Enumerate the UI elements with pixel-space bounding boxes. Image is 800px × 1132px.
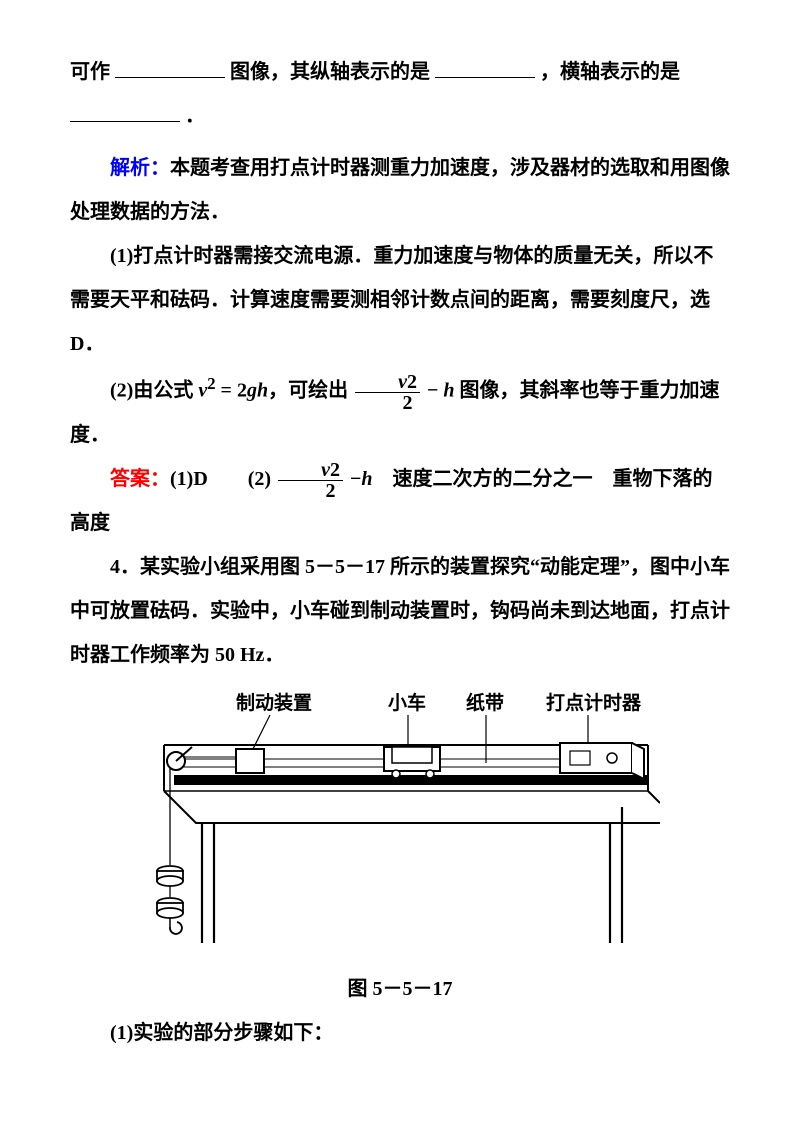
eq-eq: = 2 <box>216 380 247 402</box>
frac-num-v: v <box>398 371 407 393</box>
analysis-p1: 解析：本题考查用打点计时器测重力加速度，涉及器材的选取和用图像处理数据的方法． <box>70 146 730 234</box>
ans-h: h <box>361 468 372 490</box>
blank-2 <box>435 59 535 78</box>
eq-h: h <box>257 380 268 402</box>
eq-h2: h <box>443 380 454 402</box>
cart <box>384 747 440 778</box>
ans-text1: 速度二次方的二分之一 <box>393 468 593 490</box>
analysis-label: 解析： <box>110 157 170 179</box>
analysis-p3a: (2)由公式 <box>110 380 198 402</box>
p1b: 图像，其纵轴表示的是 <box>230 61 430 83</box>
track-bar <box>174 775 648 785</box>
p1a: 可作 <box>70 61 110 83</box>
fraction-2: v22 <box>278 460 343 501</box>
figure-5-5-17: 制动装置 小车 纸带 打点计时器 <box>70 687 730 963</box>
label-timer: 打点计时器 <box>546 691 642 714</box>
answer-label: 答案： <box>110 468 170 490</box>
q4-text: 4．某实验小组采用图 5－5－17 所示的装置探究“动能定理”，图中小车中可放置… <box>70 545 730 677</box>
frac2-num-v: v <box>321 459 330 481</box>
p1c: ，横轴表示的是 <box>540 61 680 83</box>
label-brake: 制动装置 <box>236 691 312 714</box>
blank-3 <box>70 103 180 122</box>
analysis-p3c: − <box>422 380 443 402</box>
answer-p: 答案：(1)D(2) v22 −h 速度二次方的二分之一 重物下落的高度 <box>70 457 730 545</box>
ans2b: − <box>350 468 361 490</box>
label-cart: 小车 <box>388 691 426 714</box>
q4-sub1: (1)实验的部分步骤如下： <box>70 1011 730 1055</box>
label-tape: 纸带 <box>466 691 504 714</box>
analysis-p3: (2)由公式 v2 = 2gh，可绘出 v22 − h 图像，其斜率也等于重力加… <box>70 366 730 457</box>
frac2-den: 2 <box>278 481 343 501</box>
p1d: ． <box>185 105 205 127</box>
ans2a: (2) <box>248 468 276 490</box>
analysis-p2: (1)打点计时器需接交流电源．重力加速度与物体的质量无关，所以不需要天平和砝码．… <box>70 234 730 366</box>
analysis-p3b: ，可绘出 <box>268 380 353 402</box>
frac-num-sup: 2 <box>407 371 417 393</box>
blank-1 <box>115 59 225 78</box>
timer <box>560 743 644 779</box>
brake-device <box>236 749 264 773</box>
frac2-num-sup: 2 <box>330 459 340 481</box>
hanging-weights <box>157 866 183 934</box>
figure-caption: 图 5－5－17 <box>70 967 730 1011</box>
experiment-diagram: 制动装置 小车 纸带 打点计时器 <box>140 687 660 947</box>
fraction-1: v22 <box>355 372 420 413</box>
eq-g: g <box>247 380 257 402</box>
eq-sup: 2 <box>207 374 215 393</box>
ans1: (1)D <box>170 468 208 490</box>
paragraph-blanks: 可作 图像，其纵轴表示的是 ，横轴表示的是 ． <box>70 50 730 138</box>
frac-den: 2 <box>355 393 420 413</box>
eq-v: v <box>198 380 207 402</box>
